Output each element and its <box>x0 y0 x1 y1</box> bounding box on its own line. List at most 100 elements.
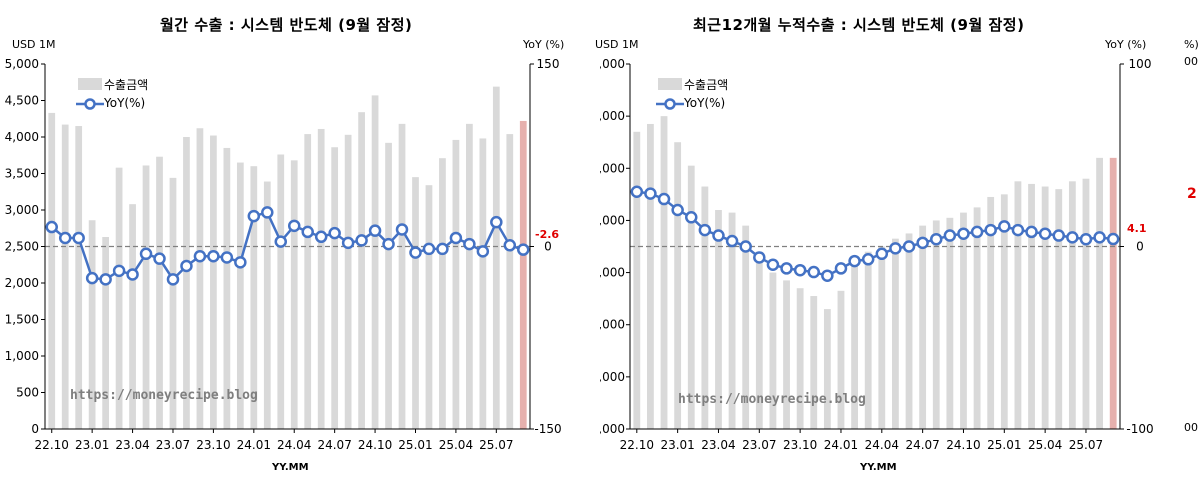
bar <box>236 162 244 430</box>
bar <box>633 131 641 430</box>
yoy-point <box>1093 231 1106 244</box>
bar <box>479 138 487 429</box>
yoy-point <box>85 271 99 285</box>
bar <box>75 126 83 430</box>
bar <box>358 112 365 430</box>
yoy-point <box>780 262 793 275</box>
yoy-point <box>902 240 916 253</box>
yoy-point <box>274 235 288 248</box>
bar <box>987 196 995 429</box>
legend-line-label: YoY(%) <box>684 96 726 110</box>
yoy-point <box>382 237 395 251</box>
yoy-point <box>139 247 153 261</box>
bar <box>892 238 899 429</box>
y-tick-label: 4,500 <box>5 94 39 108</box>
x-tick-label: 24.01 <box>237 438 271 452</box>
yoy-point <box>889 242 902 255</box>
legend-line-label: YoY(%) <box>104 96 146 110</box>
x-tick-label: 25.07 <box>479 438 513 452</box>
yoy-point <box>807 265 820 279</box>
x-tick-label: 25.01 <box>987 438 1021 452</box>
bar <box>183 137 190 429</box>
x-axis-title: YY.MM <box>272 462 309 473</box>
bar <box>755 251 763 429</box>
yoy-point <box>1106 232 1120 246</box>
yoy-point <box>503 239 517 252</box>
yoy-point <box>314 230 328 244</box>
x-tick-label: 25.07 <box>1069 438 1103 452</box>
y2-tick-label: -100 <box>1126 422 1153 436</box>
bar <box>1028 183 1035 429</box>
yoy-point <box>671 203 684 217</box>
yoy-point <box>126 268 139 281</box>
x-tick-label: 24.01 <box>824 438 858 452</box>
yoy-point <box>739 240 752 253</box>
yoy-point <box>476 245 490 258</box>
yoy-point <box>517 243 530 256</box>
yoy-point <box>821 269 834 282</box>
y-tick-label: 40,000 <box>600 370 625 384</box>
bar <box>519 120 527 429</box>
yoy-point <box>1038 227 1052 240</box>
chart-svg: 38,000 40,000 42,000 44,000 46,000 48,000 50,0… <box>600 57 1154 452</box>
x-tick-label: 23.07 <box>156 438 190 452</box>
yoy-point <box>630 185 644 198</box>
x-tick-label: 24.07 <box>905 438 939 452</box>
x-tick-label: 23.04 <box>115 438 149 452</box>
y-tick-label: 3,000 <box>5 203 39 217</box>
bar <box>304 134 312 429</box>
bar <box>277 154 285 429</box>
yoy-point <box>725 234 739 248</box>
yoy-point <box>1066 231 1079 244</box>
legend-line-marker <box>664 98 676 110</box>
bar <box>837 290 845 429</box>
yoy-point <box>657 192 671 206</box>
y-tick-label: 5,000 <box>5 57 39 71</box>
bar <box>102 237 109 429</box>
bar <box>223 147 231 429</box>
x-tick-label: 23.07 <box>742 438 776 452</box>
yoy-point <box>644 187 657 200</box>
yoy-point <box>193 249 207 263</box>
yoy-point <box>234 256 247 269</box>
yoy-point <box>943 229 957 242</box>
yoy-point <box>861 253 875 266</box>
legend-bar-label: 수출금액 <box>104 78 149 92</box>
y-tick-label: 0 <box>31 422 39 436</box>
bar <box>196 128 204 430</box>
bar <box>385 142 392 429</box>
bar <box>452 139 460 430</box>
legend-line-marker <box>84 98 96 110</box>
bar <box>492 86 500 429</box>
chart-svg: 0 500 1,000 1,500 2,000 2,500 3,000 3,500 4,000 4… <box>5 57 562 452</box>
clipped-right-tick: 00 <box>1184 55 1198 68</box>
yoy-point <box>848 254 861 268</box>
yoy-point <box>834 262 848 275</box>
yoy-point <box>984 223 997 237</box>
bar <box>932 220 940 429</box>
yoy-point <box>368 224 382 237</box>
last-yoy-label: -2.6 <box>535 228 560 241</box>
yoy-point <box>685 211 698 224</box>
bar <box>674 142 682 429</box>
y-tick-label: 4,000 <box>5 130 39 144</box>
bar <box>1041 186 1049 429</box>
yoy-point <box>449 231 463 245</box>
left-axis-unit: USD 1M <box>12 38 56 51</box>
left-axis-unit: USD 1M <box>595 38 639 51</box>
bar <box>905 233 913 429</box>
bar <box>156 156 163 429</box>
bar <box>331 147 339 429</box>
bar <box>769 272 777 429</box>
bar <box>61 124 69 429</box>
x-tick-label: 25.04 <box>439 438 473 452</box>
yoy-point <box>287 219 301 233</box>
yoy-point <box>930 232 943 246</box>
bar <box>412 177 419 429</box>
watermark: https://moneyrecipe.blog <box>678 392 866 407</box>
bar <box>115 167 123 429</box>
bar <box>946 217 954 429</box>
yoy-point <box>422 242 436 256</box>
bar <box>796 288 804 429</box>
bar <box>851 256 858 429</box>
